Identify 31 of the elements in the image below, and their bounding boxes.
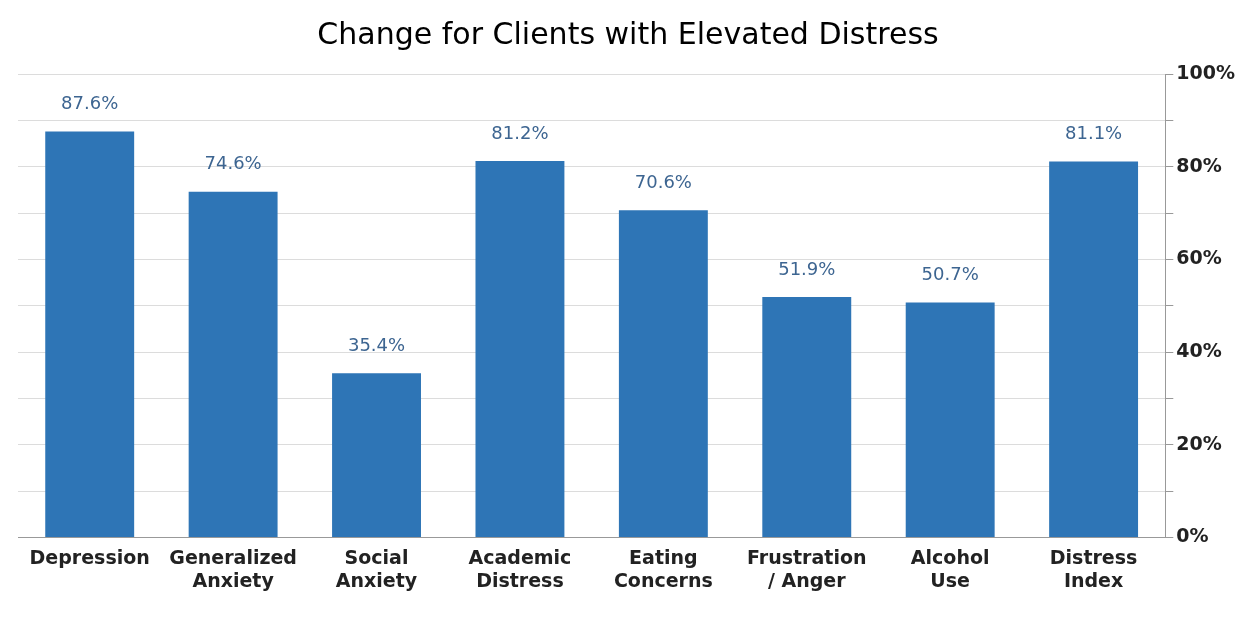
x-tick-label: Frustration / Anger bbox=[747, 545, 867, 591]
x-tick-label: Distress Index bbox=[1049, 545, 1138, 591]
bar bbox=[475, 161, 565, 537]
bar bbox=[1049, 161, 1139, 537]
bar bbox=[332, 373, 421, 537]
data-label: 87.6% bbox=[61, 92, 119, 114]
data-label: 70.6% bbox=[634, 170, 692, 192]
x-tick-label: Alcohol Use bbox=[910, 545, 990, 591]
y-tick-label: 0% bbox=[1176, 524, 1209, 547]
bar bbox=[45, 131, 135, 537]
data-label: 50.7% bbox=[921, 263, 979, 285]
y-tick-label: 60% bbox=[1176, 246, 1222, 269]
y-tick-label: 80% bbox=[1176, 153, 1222, 176]
bar bbox=[188, 191, 278, 537]
data-label: 74.6% bbox=[204, 152, 262, 174]
bar bbox=[618, 210, 708, 537]
x-tick-label: Generalized Anxiety bbox=[169, 545, 297, 591]
data-label: 81.1% bbox=[1065, 122, 1123, 144]
y-tick-label: 20% bbox=[1176, 431, 1222, 454]
data-label: 35.4% bbox=[347, 334, 406, 356]
bar bbox=[905, 302, 995, 537]
x-tick-label: Social Anxiety bbox=[335, 545, 418, 591]
data-label: 51.9% bbox=[778, 257, 836, 279]
y-tick-label: 40% bbox=[1176, 338, 1222, 361]
x-tick-label: Eating Concerns bbox=[613, 545, 713, 591]
x-tick-label: Academic Distress bbox=[468, 545, 572, 591]
y-tick-label: 100% bbox=[1176, 60, 1236, 83]
data-label: 81.2% bbox=[491, 121, 549, 143]
bar bbox=[762, 296, 852, 537]
x-tick-label: Depression bbox=[29, 545, 150, 568]
chart-title: Change for Clients with Elevated Distress bbox=[317, 15, 939, 51]
